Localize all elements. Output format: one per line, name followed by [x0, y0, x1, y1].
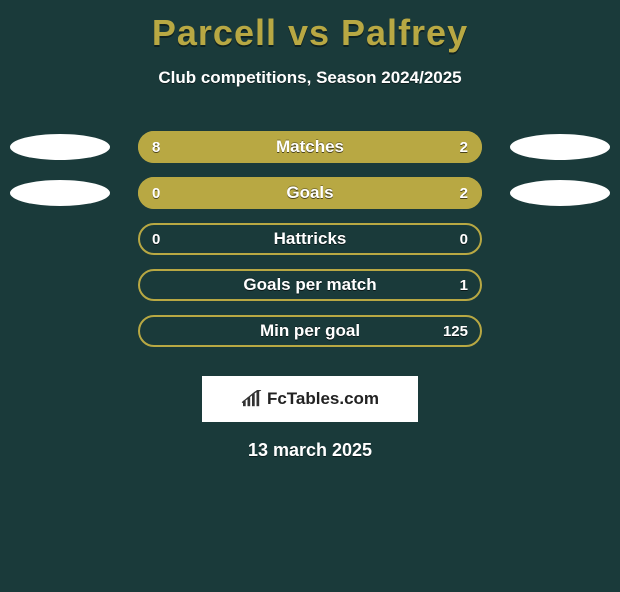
stat-bar-left-fill [138, 131, 403, 163]
player-right-marker [510, 180, 610, 206]
bar-chart-icon [241, 390, 263, 408]
date-label: 13 march 2025 [0, 440, 620, 461]
stat-row: Goals per match1 [0, 266, 620, 312]
player-left-marker [10, 180, 110, 206]
brand-text: FcTables.com [267, 389, 379, 409]
stat-bar-left-fill [138, 177, 196, 209]
stat-row: Hattricks00 [0, 220, 620, 266]
stat-bar [138, 223, 482, 255]
comparison-bars: Matches82Goals02Hattricks00Goals per mat… [0, 128, 620, 358]
stat-bar [138, 131, 482, 163]
stat-bar-right-fill [403, 131, 482, 163]
player-right-marker [510, 134, 610, 160]
page-title: Parcell vs Palfrey [0, 12, 620, 54]
stat-bar [138, 177, 482, 209]
stat-row: Goals02 [0, 174, 620, 220]
player-left-marker [10, 134, 110, 160]
stat-bar [138, 269, 482, 301]
stat-row: Matches82 [0, 128, 620, 174]
stat-bar-right-fill [196, 177, 482, 209]
stat-bar [138, 315, 482, 347]
brand-box: FcTables.com [202, 376, 418, 422]
stat-row: Min per goal125 [0, 312, 620, 358]
subtitle: Club competitions, Season 2024/2025 [0, 68, 620, 88]
